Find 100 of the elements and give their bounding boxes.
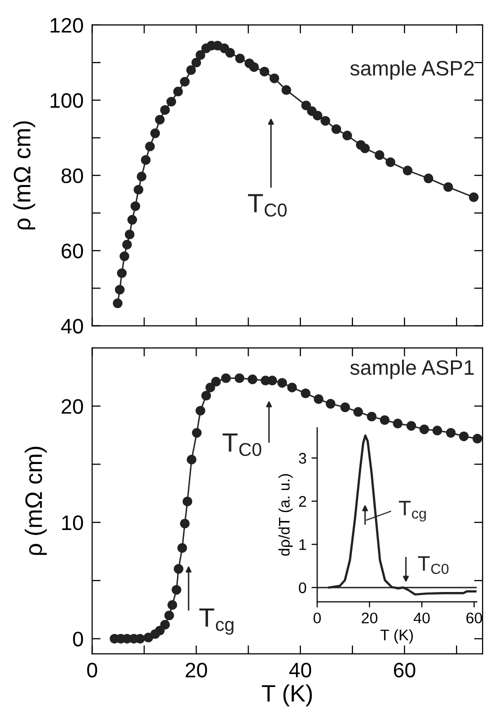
point bbox=[366, 412, 377, 422]
point bbox=[248, 374, 258, 384]
point bbox=[196, 50, 206, 60]
point bbox=[114, 284, 125, 295]
point bbox=[468, 192, 479, 202]
point bbox=[112, 298, 123, 308]
point bbox=[134, 184, 144, 195]
y-tick-label: 80 bbox=[62, 168, 84, 184]
point bbox=[235, 54, 245, 64]
point bbox=[160, 105, 170, 115]
y-tick-label: 40 bbox=[61, 318, 84, 334]
y-axis-title: ρ (mΩ cm) bbox=[13, 121, 36, 230]
x-axis-title: T (K) bbox=[380, 629, 413, 644]
point bbox=[380, 415, 390, 425]
x-tick-label: 20 bbox=[362, 612, 378, 624]
point bbox=[443, 182, 454, 192]
point bbox=[277, 378, 288, 388]
point bbox=[154, 114, 165, 125]
y-tick-label: 10 bbox=[62, 515, 84, 530]
point bbox=[154, 626, 165, 636]
point bbox=[150, 128, 160, 138]
y-tick-label: 3 bbox=[298, 452, 306, 464]
point bbox=[234, 373, 244, 384]
point bbox=[353, 407, 364, 417]
series-label: sample ASP1 bbox=[350, 360, 474, 380]
point bbox=[180, 518, 190, 528]
point bbox=[392, 418, 403, 428]
point bbox=[281, 85, 292, 95]
x-axis-title: T (K) bbox=[262, 684, 312, 706]
point bbox=[374, 150, 384, 160]
y-tick-label: 20 bbox=[62, 399, 84, 414]
point bbox=[267, 376, 278, 386]
point bbox=[419, 424, 430, 434]
point bbox=[186, 65, 196, 75]
point bbox=[186, 454, 196, 464]
annotation: T$_{C0}$ bbox=[418, 556, 449, 574]
point bbox=[136, 172, 146, 182]
x-tick-label: 20 bbox=[186, 662, 208, 678]
point bbox=[145, 142, 155, 152]
x-tick-label: 60 bbox=[466, 612, 482, 624]
y-tick-label: 60 bbox=[62, 244, 84, 258]
point bbox=[340, 402, 350, 412]
point bbox=[424, 174, 434, 184]
point bbox=[342, 130, 352, 140]
point bbox=[160, 620, 170, 630]
point bbox=[167, 600, 178, 610]
point bbox=[402, 166, 412, 176]
point bbox=[312, 110, 322, 120]
point bbox=[124, 230, 134, 240]
point bbox=[180, 76, 190, 87]
point bbox=[360, 143, 370, 154]
point bbox=[221, 373, 231, 384]
annotation: T$_{C0}$ bbox=[222, 434, 262, 456]
y-axis-title: ρ (mΩ cm) bbox=[24, 446, 47, 555]
point bbox=[192, 428, 202, 438]
y-tick-label: 100 bbox=[50, 93, 84, 108]
x-tick-label: 0 bbox=[314, 612, 321, 624]
point bbox=[166, 96, 176, 107]
point bbox=[446, 428, 456, 438]
point bbox=[432, 426, 442, 436]
point bbox=[320, 116, 330, 126]
point bbox=[331, 124, 342, 134]
point bbox=[130, 201, 140, 212]
annotation: T$_{cg}$ bbox=[398, 500, 426, 522]
y-tick-label: 0 bbox=[73, 632, 84, 646]
x-tick-label: 60 bbox=[394, 662, 416, 678]
point bbox=[172, 584, 182, 595]
y-tick-label: 0 bbox=[298, 582, 306, 594]
point bbox=[174, 564, 184, 574]
y-tick-label: 120 bbox=[50, 18, 84, 33]
point bbox=[135, 634, 145, 644]
point bbox=[249, 62, 259, 72]
point bbox=[269, 74, 280, 84]
point bbox=[127, 214, 138, 225]
point bbox=[326, 398, 336, 409]
point bbox=[164, 610, 174, 620]
annotation: T$_{C0}$ bbox=[248, 194, 287, 217]
y-tick-label: 2 bbox=[299, 496, 306, 507]
annotation: T$_{cg}$ bbox=[199, 608, 234, 635]
point bbox=[300, 388, 310, 398]
point bbox=[182, 496, 192, 506]
point bbox=[386, 157, 396, 168]
point bbox=[225, 48, 235, 58]
y-tick-label: 1 bbox=[299, 539, 306, 550]
point bbox=[314, 394, 324, 404]
point bbox=[120, 251, 130, 262]
point bbox=[211, 376, 221, 387]
point bbox=[191, 58, 202, 68]
x-tick-label: 40 bbox=[414, 612, 430, 624]
point bbox=[458, 431, 469, 442]
point bbox=[196, 406, 206, 416]
point bbox=[301, 100, 311, 110]
y-axis-title: dρ/dT (a. u.) bbox=[278, 474, 293, 556]
point bbox=[472, 434, 482, 444]
x-tick-label: 0 bbox=[87, 662, 98, 678]
point bbox=[173, 86, 183, 96]
point bbox=[177, 543, 188, 553]
point bbox=[116, 268, 127, 278]
text: sample ASP2 bbox=[350, 60, 474, 80]
point bbox=[201, 390, 212, 400]
